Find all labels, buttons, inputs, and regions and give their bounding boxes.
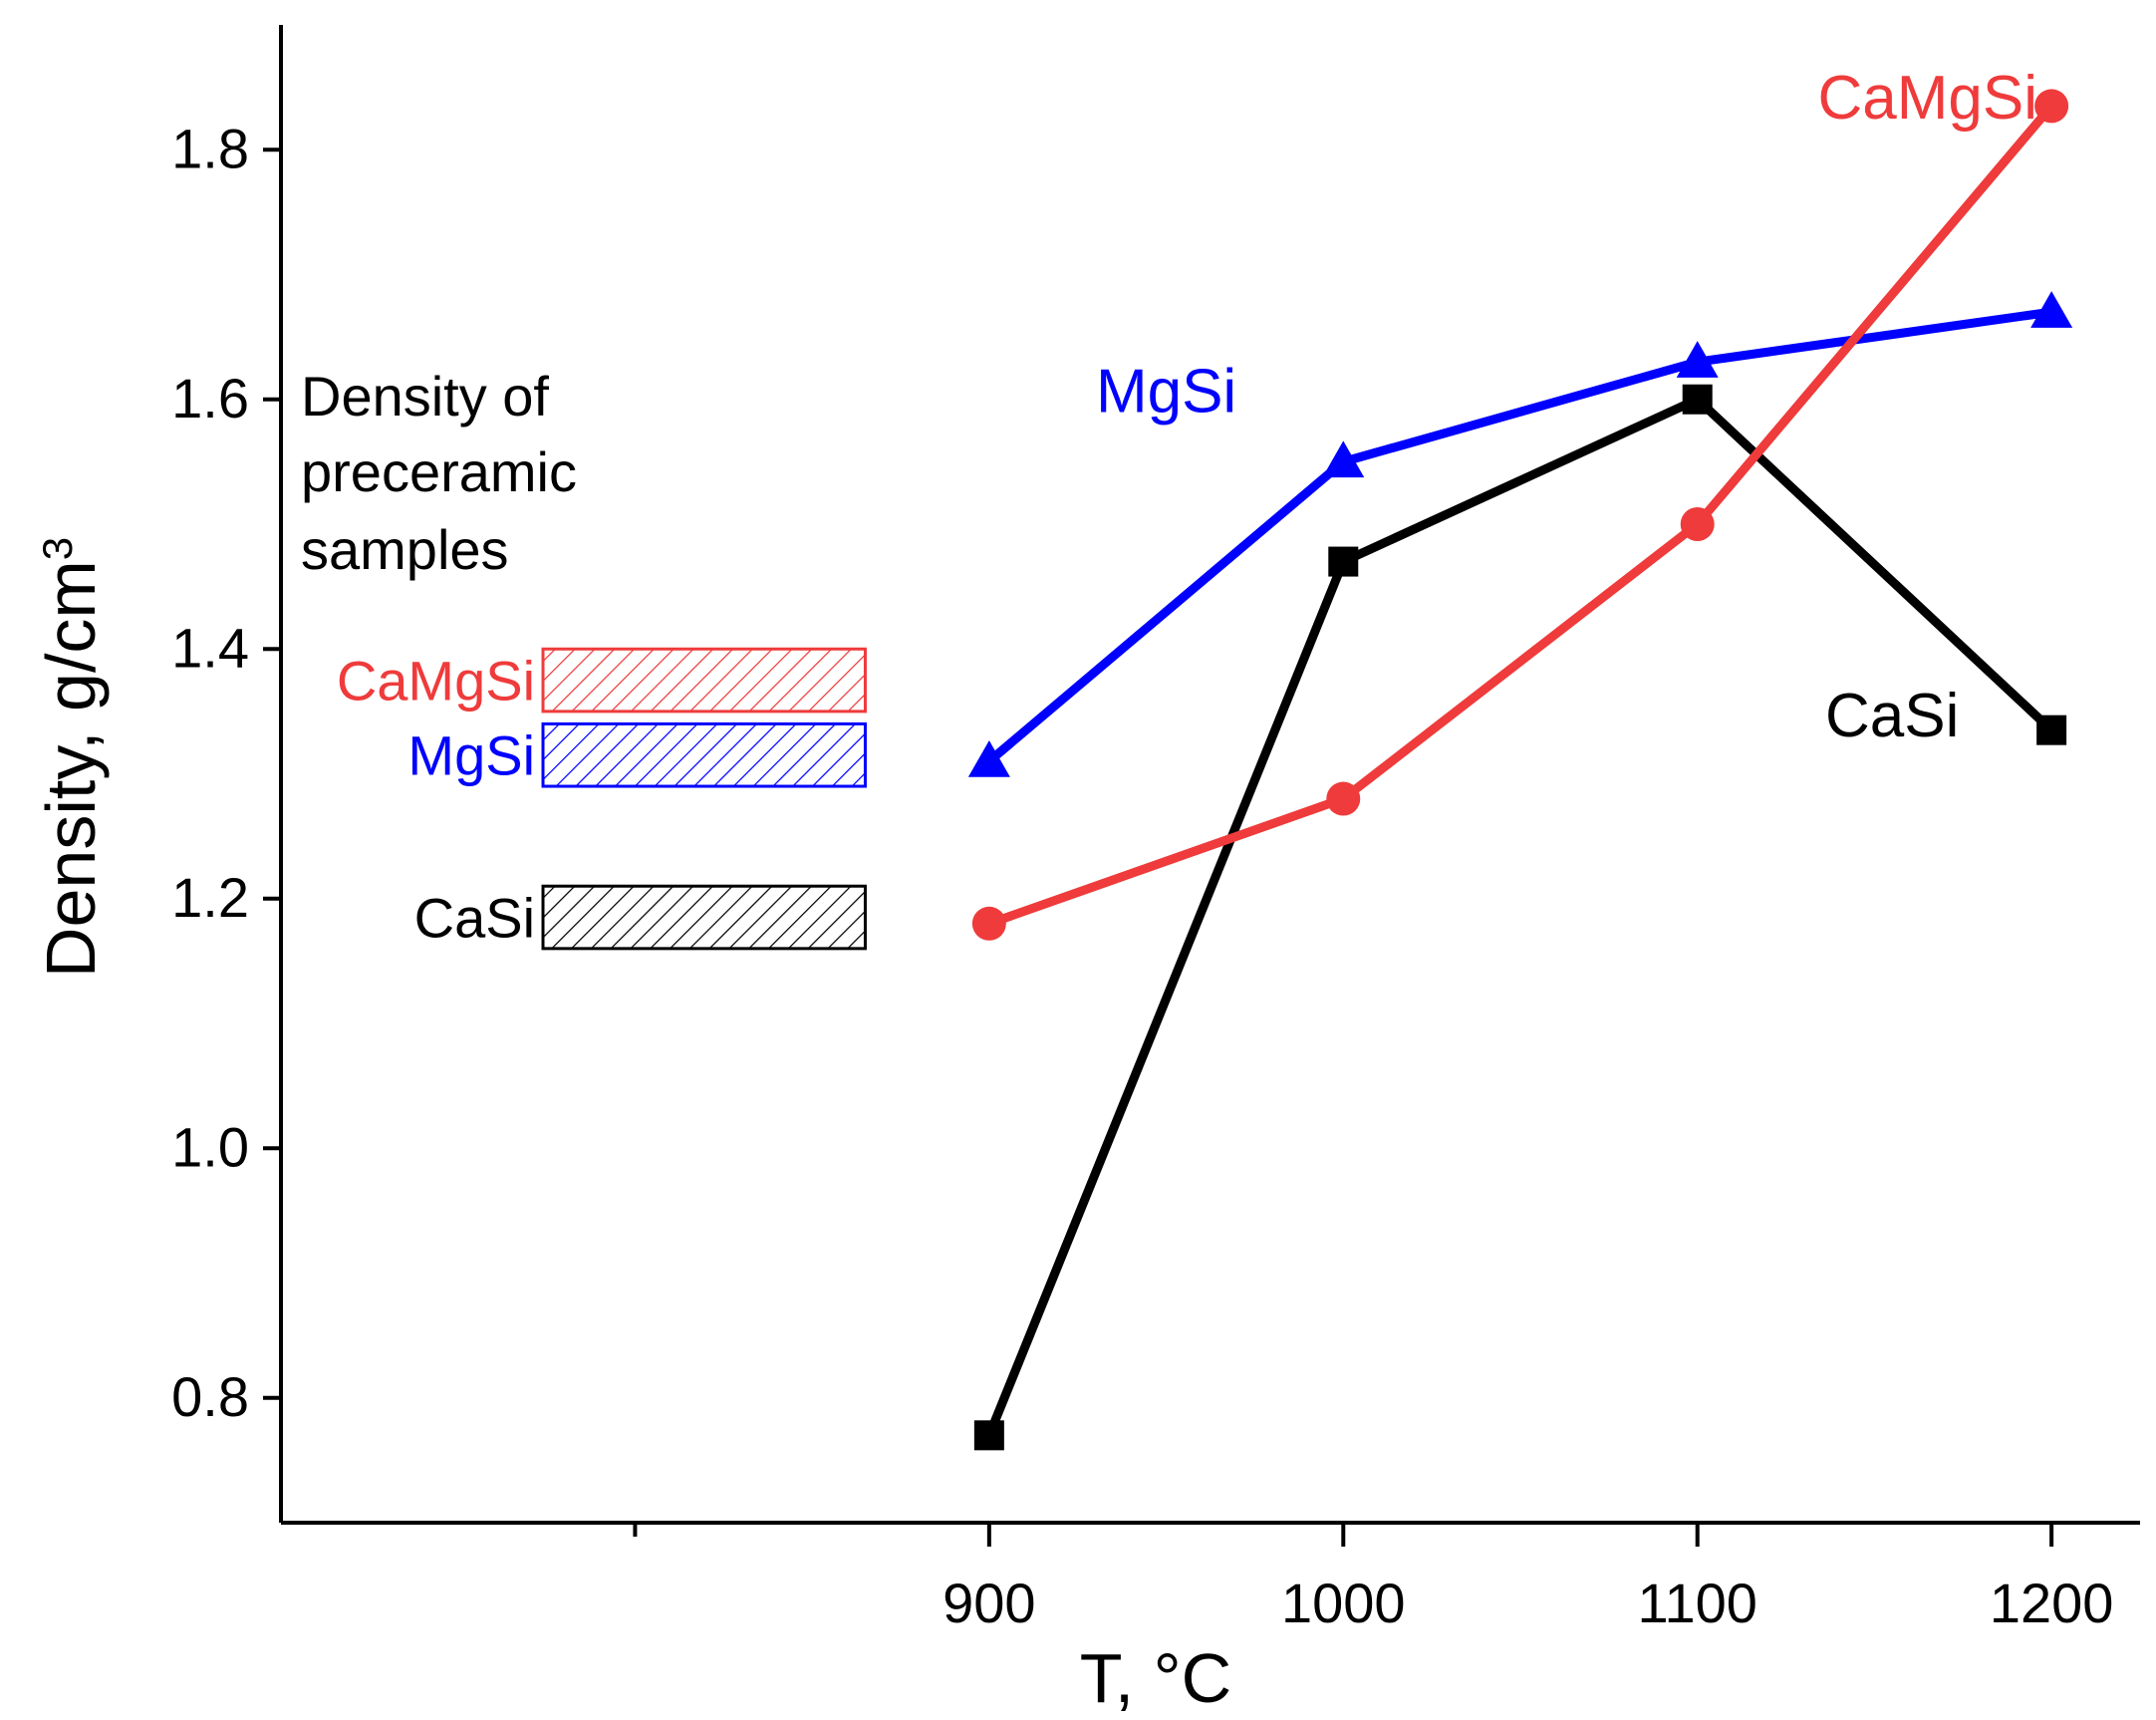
x-tick-label-2: 1000 (1281, 1572, 1406, 1634)
y-axis-label-main: Density, g/cm (32, 560, 110, 978)
y-tick-label-5: 1.8 (171, 117, 249, 179)
y-tick-label-4: 1.6 (171, 367, 249, 430)
data-point-camgsi-1000 (1326, 781, 1361, 816)
data-point-mgsi-900 (967, 739, 1010, 777)
y-tick-label-3: 1.4 (171, 616, 249, 679)
preceramic-band-camgsi (541, 647, 867, 714)
preceramic-band-mgsi (541, 721, 867, 788)
annotation-line-1: Density of (301, 365, 549, 428)
annotation-line-3: samples (301, 518, 509, 581)
y-tick-label-2: 1.2 (171, 866, 249, 929)
data-point-camgsi-900 (971, 906, 1006, 941)
annotation-line-2: preceramic (301, 440, 577, 503)
series-label-mgsi: MgSi (1096, 357, 1236, 426)
data-point-casi-900 (973, 1420, 1004, 1451)
data-point-mgsi-1000 (1322, 440, 1365, 478)
y-axis-label-superscript: 3 (34, 537, 81, 560)
preceramic-band-label-casi: CaSi (414, 887, 535, 950)
series-label-casi: CaSi (1825, 682, 1959, 750)
preceramic-band-casi (541, 884, 867, 951)
y-tick-label-1: 1.0 (171, 1115, 249, 1178)
x-axis-label: T, °C (1080, 1639, 1231, 1717)
data-point-camgsi-1100 (1680, 507, 1715, 541)
x-tick-label-1: 900 (943, 1572, 1035, 1634)
series-line-casi (984, 394, 2055, 1438)
y-tick-label-0: 0.8 (171, 1365, 249, 1428)
series-group (967, 89, 2073, 1451)
x-tick-label-3: 1100 (1638, 1572, 1757, 1634)
y-ticks: 0.8 1.0 1.2 1.4 1.6 1.8 (171, 117, 281, 1428)
y-axis-label: Density, g/cm3 (32, 537, 110, 978)
preceramic-band-label-mgsi: MgSi (407, 724, 535, 787)
data-point-casi-1100 (1682, 384, 1713, 415)
x-tick-label-4: 1200 (1990, 1572, 2114, 1634)
data-point-mgsi-1100 (1676, 341, 1719, 378)
axes (279, 25, 2140, 1525)
preceramic-band-label-camgsi: CaMgSi (337, 650, 535, 713)
series-line-camgsi (987, 103, 2055, 929)
series-line-mgsi (985, 307, 2052, 765)
preceramic-bands: CaMgSi MgSi CaSi (337, 647, 867, 951)
data-point-casi-1200 (2036, 715, 2067, 745)
data-point-mgsi-1200 (2030, 291, 2073, 328)
series-label-camgsi: CaMgSi (1817, 64, 2037, 133)
data-point-casi-1000 (1328, 546, 1359, 577)
data-point-camgsi-1200 (2034, 89, 2069, 124)
series-labels: CaSi MgSi CaMgSi (1096, 64, 2037, 750)
x-ticks: 900 1000 1100 1200 (633, 1523, 2114, 1634)
